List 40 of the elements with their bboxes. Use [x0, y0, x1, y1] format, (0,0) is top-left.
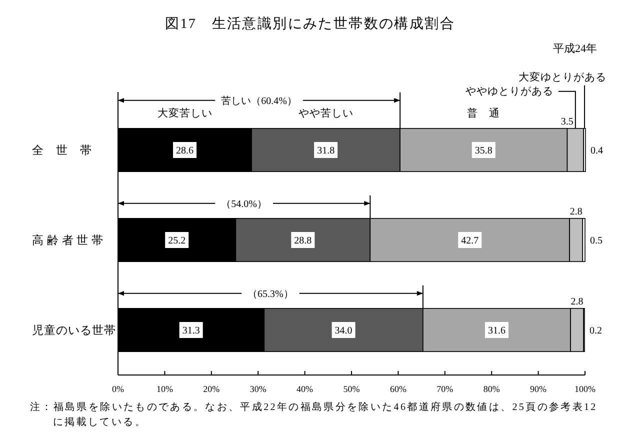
- data-label: 25.2: [168, 236, 186, 246]
- data-label: 3.5: [560, 116, 574, 128]
- data-label: 0.5: [590, 236, 602, 246]
- series-label: やや苦しい: [298, 106, 354, 120]
- x-tick-label: 50%: [343, 384, 360, 394]
- data-label: 2.8: [570, 206, 582, 218]
- y-tick-label: 高 齢 者 世 帯: [32, 233, 104, 247]
- x-tick-label: 80%: [483, 384, 500, 394]
- x-tick-label: 100%: [574, 384, 596, 394]
- data-label: 28.8: [294, 236, 312, 246]
- text: 注：福島県を除いたものである。なお、平成22年の福島県分を除いた46都道府県の数値は、25頁の参考表12に掲載している。: [30, 400, 598, 430]
- data-label: 28.6: [176, 146, 194, 156]
- x-tick-label: 0%: [112, 384, 124, 394]
- data-label: 0.4: [590, 146, 603, 156]
- series-label: 大変苦しい: [157, 106, 212, 120]
- data-label: 2.8: [570, 296, 584, 308]
- x-tick-label: 60%: [390, 384, 407, 394]
- y-tick-label: 児童のいる世帯: [32, 323, 116, 337]
- text: 大変ゆとりがある: [518, 70, 607, 84]
- data-label: 42.7: [461, 236, 479, 246]
- x-tick-label: 10%: [156, 384, 174, 394]
- annotation: （65.3%）: [248, 288, 294, 300]
- data-label: 31.6: [488, 326, 506, 336]
- data-label: 35.8: [474, 146, 492, 156]
- annotation: 苦しい（60.4%）: [221, 94, 297, 107]
- chart-subtitle: 平成24年: [553, 42, 597, 55]
- data-label: 31.8: [317, 146, 335, 156]
- data-label: 0.2: [590, 326, 602, 336]
- data-label: 31.3: [182, 326, 200, 336]
- x-tick-label: 70%: [436, 384, 454, 394]
- data-label: 34.0: [334, 326, 352, 336]
- text: ややゆとりがある: [465, 85, 554, 98]
- series-label: 普 通: [467, 106, 500, 120]
- x-tick-label: 90%: [530, 384, 548, 394]
- y-tick-label: 全 世 帯: [32, 144, 92, 157]
- x-tick-label: 20%: [203, 384, 220, 394]
- chart-title: 図17 生活意識別にみた世帯数の構成割合: [165, 16, 455, 32]
- annotation: （54.0%）: [221, 198, 268, 210]
- x-tick-label: 30%: [250, 384, 267, 394]
- x-tick-label: 40%: [296, 384, 314, 394]
